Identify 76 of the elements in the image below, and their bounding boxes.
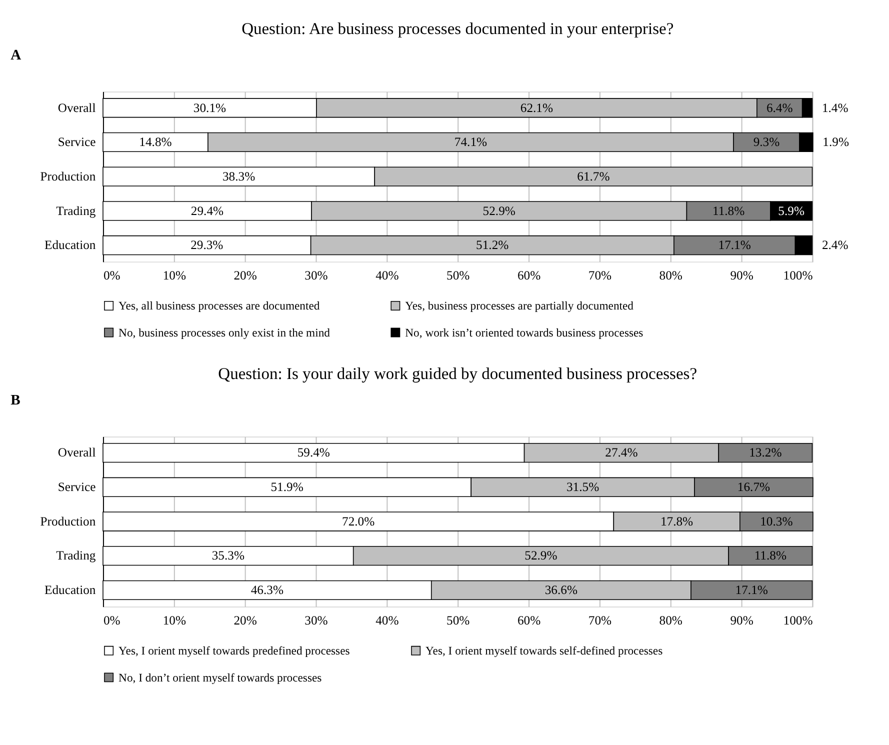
- x-tick-label: 20%: [234, 268, 258, 283]
- data-label: 29.3%: [190, 238, 224, 252]
- data-label: 1.9%: [822, 135, 850, 150]
- chart-title: Question: Is your daily work guided by documented business processes?: [218, 364, 698, 384]
- data-label: 9.3%: [753, 135, 780, 150]
- data-label: 61.7%: [577, 169, 610, 184]
- y-tick-label: Service: [58, 480, 96, 494]
- legend-label: Yes, all business processes are documented: [118, 300, 320, 313]
- x-tick-label: 60%: [517, 268, 542, 283]
- x-tick-label: 50%: [446, 268, 470, 283]
- data-label: 51.9%: [270, 480, 304, 494]
- data-label: 14.8%: [139, 135, 172, 150]
- x-tick-label: 10%: [162, 613, 186, 628]
- data-label: 51.2%: [476, 238, 510, 252]
- legend-label: Yes, business processes are partially documented: [405, 300, 634, 313]
- x-tick-label: 60%: [517, 613, 542, 628]
- data-label: 62.1%: [520, 100, 554, 115]
- x-tick-label: 80%: [659, 268, 683, 283]
- data-label: 17.8%: [660, 514, 694, 528]
- legend-label: Yes, I orient myself towards self-defined processes: [426, 644, 664, 658]
- data-label: 17.1%: [718, 238, 752, 252]
- data-label: 52.9%: [482, 204, 516, 218]
- y-tick-label: Education: [44, 238, 96, 252]
- text: A: [10, 47, 22, 64]
- x-tick-label: 40%: [376, 268, 400, 283]
- x-tick-label: 70%: [588, 613, 612, 628]
- data-label: 6.4%: [766, 100, 794, 115]
- x-tick-label: 10%: [162, 268, 186, 283]
- legend-label: No, business processes only exist in the mind: [118, 326, 330, 340]
- x-tick-label: 30%: [304, 268, 328, 283]
- data-label: 27.4%: [605, 446, 638, 460]
- y-tick-label: Service: [58, 135, 96, 150]
- x-tick-label: 100%: [783, 613, 814, 628]
- data-label: 52.9%: [524, 548, 558, 563]
- data-label: 30.1%: [193, 100, 227, 115]
- y-tick-label: Trading: [56, 204, 96, 218]
- x-tick-label: 0%: [103, 268, 121, 283]
- data-label: 10.3%: [760, 514, 794, 528]
- x-tick-label: 70%: [588, 268, 612, 283]
- y-tick-label: Education: [44, 583, 96, 598]
- x-tick-label: 100%: [783, 268, 814, 283]
- y-tick-label: Overall: [58, 446, 96, 460]
- data-label: 31.5%: [566, 480, 600, 494]
- data-label: 11.8%: [754, 548, 787, 563]
- data-label: 35.3%: [212, 548, 245, 563]
- data-label: 36.6%: [544, 583, 578, 598]
- y-tick-label: Production: [40, 514, 96, 528]
- y-tick-label: Trading: [56, 548, 96, 563]
- x-tick-label: 50%: [446, 613, 470, 628]
- data-label: 11.8%: [712, 204, 746, 218]
- x-tick-label: 20%: [234, 613, 258, 628]
- data-label: 38.3%: [222, 169, 256, 184]
- legend-label: No, I don’t orient myself towards processes: [118, 671, 322, 684]
- x-tick-label: 30%: [304, 613, 328, 628]
- x-tick-label: 90%: [730, 613, 754, 628]
- chart-title: Question: Are business processes documented in your enterprise?: [242, 19, 674, 38]
- legend-label: No, work isn’t oriented towards business processes: [405, 326, 644, 340]
- data-label: 17.1%: [735, 583, 768, 598]
- data-label: 46.3%: [250, 583, 284, 598]
- data-label: 5.9%: [778, 204, 805, 218]
- data-label: 29.4%: [190, 204, 224, 218]
- data-label: 59.4%: [297, 446, 330, 460]
- legend-label: Yes, I orient myself towards predefined processes: [118, 644, 350, 658]
- y-tick-label: Overall: [58, 100, 96, 115]
- data-label: 72.0%: [342, 514, 376, 528]
- y-tick-label: Production: [40, 169, 96, 184]
- data-label: 1.4%: [822, 100, 849, 115]
- data-label: 13.2%: [749, 446, 782, 460]
- data-label: 74.1%: [454, 135, 488, 150]
- text: B: [10, 392, 21, 408]
- data-label: 2.4%: [822, 238, 849, 252]
- x-tick-label: 40%: [376, 613, 400, 628]
- x-tick-label: 0%: [103, 613, 121, 628]
- data-label: 16.7%: [737, 480, 771, 494]
- x-tick-label: 80%: [659, 613, 683, 628]
- x-tick-label: 90%: [730, 268, 754, 283]
